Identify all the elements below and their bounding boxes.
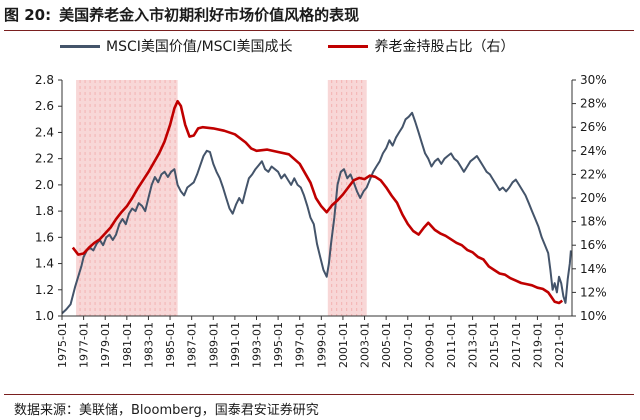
- y-left-tick-label: 1.2: [35, 283, 54, 297]
- y-left-tick-label: 2.0: [35, 178, 54, 192]
- x-tick-label: 2021-01: [553, 322, 566, 368]
- figure-number: 图 20:: [4, 6, 52, 24]
- y-right-tick-label: 18%: [580, 215, 607, 229]
- y-right-tick-label: 12%: [580, 285, 607, 299]
- x-tick-label: 2013-01: [467, 322, 480, 368]
- x-tick-label: 2005-01: [380, 322, 393, 368]
- legend-label-right-series: 养老金持股占比（右）: [374, 39, 515, 55]
- shaded-periods: [76, 80, 367, 316]
- y-right-tick-label: 10%: [580, 309, 607, 323]
- chart-legend: MSCI美国价值/MSCI美国成长 养老金持股占比（右）: [60, 35, 550, 57]
- axes: 1.0 1.2 1.4 1.6 1.8 2.0 2.2 2.4 2.6 2.8 10% 12% 14% 1…: [35, 73, 607, 368]
- y-left-tick-label: 1.6: [35, 230, 54, 244]
- legend-swatch-right-series: [328, 44, 369, 48]
- x-tick-label: 1985-01: [164, 322, 177, 368]
- y-left-tick-label: 1.8: [35, 204, 54, 218]
- y-left-tick-label: 1.0: [35, 309, 54, 323]
- x-tick-label: 1983-01: [142, 322, 155, 368]
- x-tick-label: 1979-01: [99, 322, 112, 368]
- x-tick-label: 1987-01: [186, 322, 199, 368]
- x-tick-label: 1981-01: [121, 322, 134, 368]
- x-tick-label: 1991-01: [229, 322, 242, 368]
- x-tick-label: 1989-01: [207, 322, 220, 368]
- y-right-tick-label: 26%: [580, 120, 607, 134]
- x-tick-label: 2009-01: [423, 322, 436, 368]
- x-tick-label: 2015-01: [488, 322, 501, 368]
- y-right-tick-label: 24%: [580, 144, 607, 158]
- series-line-pension-share: [71, 99, 564, 305]
- y-right-tick-label: 28%: [580, 97, 607, 111]
- y-left-tick-label: 2.2: [35, 152, 54, 166]
- legend-item-right-series: 养老金持股占比（右）: [328, 36, 514, 56]
- series-lines: [61, 99, 572, 315]
- x-tick-label: 2007-01: [402, 322, 415, 368]
- y-left-tick-label: 2.4: [35, 125, 54, 139]
- source-rule: [4, 394, 634, 395]
- shaded-period-0: [76, 80, 178, 316]
- series-line-msci-value-growth: [61, 111, 572, 315]
- y-left-tick-label: 2.6: [35, 99, 54, 113]
- y-left-tick-label: 1.4: [35, 257, 54, 271]
- x-tick-label: 1995-01: [272, 322, 285, 368]
- x-tick-label: 2019-01: [531, 322, 544, 368]
- y-right-tick-label: 30%: [580, 73, 607, 87]
- y-right-tick-label: 22%: [580, 167, 607, 181]
- y-right-tick-label: 14%: [580, 262, 607, 276]
- y-right-tick-label: 16%: [580, 238, 607, 252]
- x-tick-label: 2011-01: [445, 322, 458, 368]
- y-right-tick-label: 20%: [580, 191, 607, 205]
- chart-plot: 1.0 1.2 1.4 1.6 1.8 2.0 2.2 2.4 2.6 2.8 10% 12% 14% 1…: [35, 73, 607, 368]
- legend-swatch-left-series: [60, 44, 100, 48]
- y-left-tick-label: 2.8: [35, 73, 54, 87]
- title-rule: [4, 30, 634, 31]
- legend-item-left-series: MSCI美国价值/MSCI美国成长: [60, 36, 292, 56]
- x-tick-label: 1977-01: [78, 322, 91, 368]
- source-note: 数据来源：美联储，Bloomberg，国泰君安证券研究: [14, 403, 319, 418]
- x-tick-label: 1997-01: [294, 322, 307, 368]
- x-tick-label: 2001-01: [337, 322, 350, 368]
- figure-title-text: 美国养老金入市初期利好市场价值风格的表现: [59, 6, 360, 24]
- legend-label-left-series: MSCI美国价值/MSCI美国成长: [106, 39, 293, 55]
- x-tick-label: 1999-01: [315, 322, 328, 368]
- x-tick-label: 1993-01: [250, 322, 263, 368]
- x-tick-label: 2017-01: [510, 322, 523, 368]
- figure-title: 图 20: 美国养老金入市初期利好市场价值风格的表现: [4, 2, 636, 28]
- x-tick-label: 1975-01: [56, 322, 69, 368]
- x-tick-label: 2003-01: [359, 322, 372, 368]
